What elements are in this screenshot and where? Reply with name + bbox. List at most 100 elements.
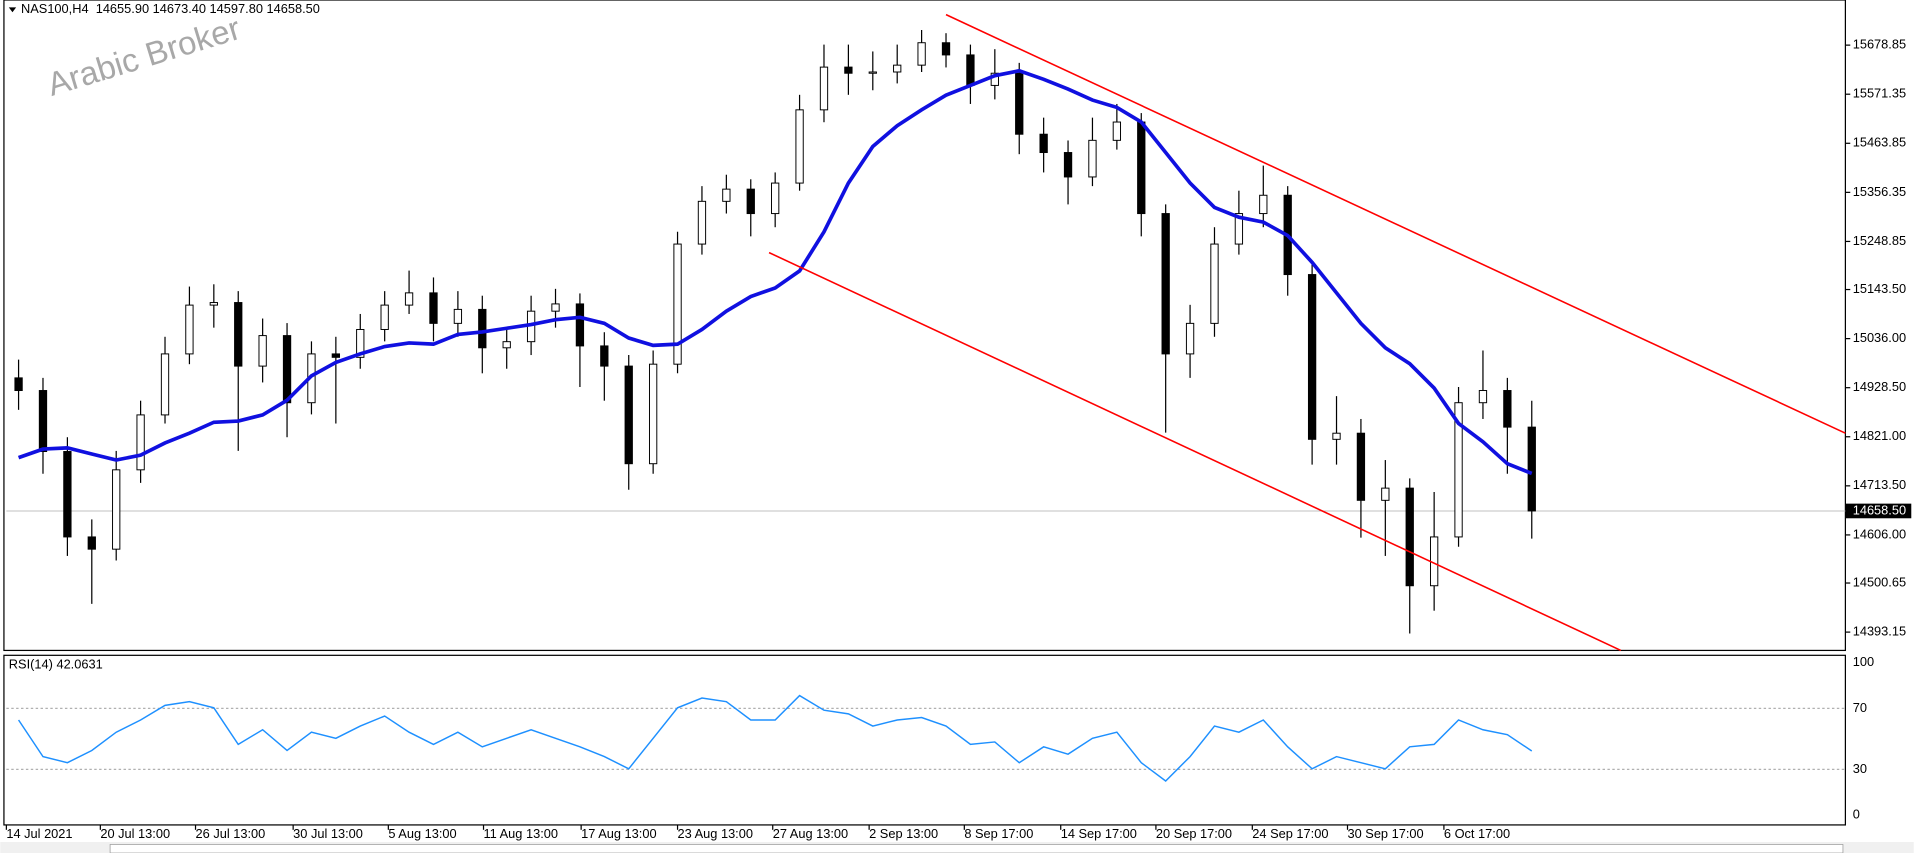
candle-body xyxy=(1332,432,1341,440)
candle-body xyxy=(63,451,72,538)
candle-body xyxy=(1405,487,1414,587)
candle-body xyxy=(1307,274,1317,440)
y-tick-label: 15248.85 xyxy=(1853,233,1906,248)
price-panel-frame xyxy=(3,0,1846,652)
candle-body xyxy=(1137,121,1146,215)
x-tick-label: 17 Aug 13:00 xyxy=(581,826,656,841)
x-tick-label: 14 Sep 17:00 xyxy=(1061,826,1137,841)
candle-body xyxy=(331,353,341,358)
candle-body xyxy=(1112,121,1122,141)
candle-body xyxy=(1088,139,1097,178)
candle-body xyxy=(917,42,926,66)
candle-body xyxy=(1161,213,1170,355)
rsi-line xyxy=(17,694,1533,782)
candle-body xyxy=(136,414,145,471)
y-tick-label: 14821.00 xyxy=(1853,428,1906,443)
candle-body xyxy=(844,66,853,74)
candle-body xyxy=(819,66,829,111)
candle-body xyxy=(404,292,414,306)
candle-body xyxy=(14,377,23,392)
candle-body xyxy=(429,292,438,324)
candle-body xyxy=(1259,194,1268,215)
candle-body xyxy=(478,308,487,349)
candle-body xyxy=(746,188,755,215)
candle-body xyxy=(771,182,780,215)
candle-body xyxy=(1039,133,1048,154)
candle-body xyxy=(966,54,975,86)
y-tick-label: 14500.65 xyxy=(1853,574,1906,589)
candle-body xyxy=(258,335,267,367)
candle-body xyxy=(356,328,365,358)
scrollbar[interactable] xyxy=(109,844,1844,853)
y-tick-label: 15356.35 xyxy=(1853,184,1906,199)
x-tick-label: 11 Aug 13:00 xyxy=(484,826,558,841)
y-tick-label: 15463.85 xyxy=(1853,135,1906,150)
candle-body xyxy=(575,303,585,347)
rsi-tick-label: 100 xyxy=(1853,654,1874,669)
candle-body xyxy=(1210,243,1219,324)
x-tick-label: 23 Aug 13:00 xyxy=(678,826,753,841)
candle-body xyxy=(1454,402,1463,538)
candle-body xyxy=(697,200,707,245)
candle-body xyxy=(868,71,877,74)
candle-body xyxy=(185,304,194,355)
x-tick-label: 6 Oct 17:00 xyxy=(1444,826,1510,841)
moving-average xyxy=(17,68,1533,476)
candle-body xyxy=(112,469,121,550)
x-tick-label: 27 Aug 13:00 xyxy=(773,826,848,841)
x-tick-label: 8 Sep 17:00 xyxy=(964,826,1033,841)
x-tick-label: 14 Jul 2021 xyxy=(6,826,72,841)
rsi-title: RSI(14) 42.0631 xyxy=(9,656,103,671)
y-tick-label: 14393.15 xyxy=(1853,623,1906,638)
rsi-tick-label: 30 xyxy=(1853,761,1867,776)
candle-body xyxy=(990,72,999,86)
rsi-panel-frame xyxy=(3,654,1846,826)
x-tick-label: 2 Sep 13:00 xyxy=(869,826,938,841)
candle-body xyxy=(380,304,389,330)
candle-body xyxy=(722,188,731,202)
x-tick-label: 30 Sep 17:00 xyxy=(1348,826,1424,841)
x-tick-label: 20 Jul 13:00 xyxy=(100,826,170,841)
last-price-box xyxy=(1845,503,1912,519)
y-tick-label: 14606.00 xyxy=(1853,526,1906,541)
candle-body xyxy=(624,365,633,465)
candle-body xyxy=(1234,213,1244,245)
candle-body xyxy=(795,109,804,184)
y-tick-label: 15036.00 xyxy=(1853,330,1906,345)
symbol-line: NAS100,H4 14655.90 14673.40 14597.80 146… xyxy=(21,1,320,16)
trendline xyxy=(945,13,1846,434)
candle-body xyxy=(38,390,48,453)
symbol-icon[interactable] xyxy=(8,7,17,13)
candle-body xyxy=(673,243,682,365)
candle-body xyxy=(600,345,609,367)
candle-body xyxy=(1356,432,1366,501)
candle-body xyxy=(234,302,243,367)
candle-body xyxy=(1185,322,1195,355)
last-price-label: 14658.50 xyxy=(1853,502,1906,517)
candle-body xyxy=(1478,390,1488,404)
candle-body xyxy=(941,42,951,56)
x-tick-label: 30 Jul 13:00 xyxy=(293,826,363,841)
candle-body xyxy=(1063,152,1073,178)
y-tick-label: 15143.50 xyxy=(1853,281,1906,296)
y-tick-label: 15678.85 xyxy=(1853,37,1906,52)
trendline xyxy=(768,251,1622,652)
y-tick-label: 14713.50 xyxy=(1853,477,1906,492)
x-tick-label: 5 Aug 13:00 xyxy=(388,826,456,841)
candle-body xyxy=(160,353,170,416)
candle-body xyxy=(209,302,218,306)
x-tick-label: 26 Jul 13:00 xyxy=(196,826,266,841)
candle-body xyxy=(1527,426,1536,512)
candle-body xyxy=(1381,487,1390,501)
candle-body xyxy=(1503,390,1512,428)
candle-body xyxy=(502,341,511,349)
candle-body xyxy=(1015,72,1024,135)
y-tick-label: 15571.35 xyxy=(1853,86,1906,101)
candle-body xyxy=(282,335,292,404)
candle-body xyxy=(648,363,658,465)
candle-body xyxy=(551,303,560,312)
x-tick-label: 20 Sep 17:00 xyxy=(1156,826,1232,841)
